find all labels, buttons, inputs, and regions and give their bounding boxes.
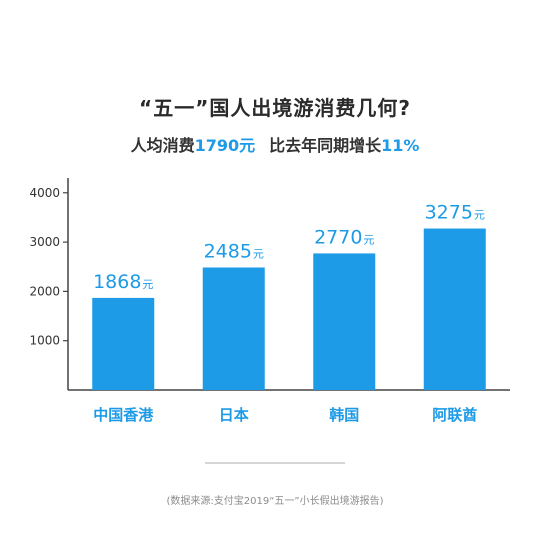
subtitle-growth-label: 比去年同期增长: [269, 136, 382, 155]
y-tick-label: 1000: [29, 334, 60, 348]
data-label-value: 2485: [204, 240, 252, 262]
bar: [313, 253, 376, 390]
data-label-value: 3275: [425, 202, 473, 224]
bar: [423, 228, 486, 390]
divider-line: [205, 462, 345, 464]
data-label: 3275元: [425, 202, 485, 224]
data-label-unit: 元: [142, 278, 153, 291]
category-label: 韩国: [329, 406, 359, 424]
subtitle-growth-value: 11%: [381, 136, 420, 155]
bar: [92, 297, 155, 390]
y-tick-label: 3000: [29, 235, 60, 249]
chart-subtitle: 人均消费1790元 比去年同期增长11%: [0, 132, 550, 156]
data-label-value: 2770: [314, 226, 362, 248]
data-label-unit: 元: [363, 233, 374, 246]
data-label: 1868元: [93, 271, 153, 293]
data-label: 2485元: [204, 240, 264, 262]
data-label-unit: 元: [474, 209, 485, 222]
category-label: 日本: [219, 406, 249, 424]
subtitle-per-capita-label: 人均消费: [130, 136, 195, 155]
data-label-unit: 元: [253, 247, 264, 260]
bar: [202, 267, 265, 390]
data-source-note: (数据来源:支付宝2019“五一”小长假出境游报告): [166, 496, 384, 507]
y-tick-label: 4000: [29, 186, 60, 200]
data-label-value: 1868: [93, 271, 141, 293]
category-label: 阿联酋: [432, 406, 477, 424]
data-label: 2770元: [314, 226, 374, 248]
y-tick-label: 2000: [29, 284, 60, 298]
subtitle-per-capita-value: 1790元: [194, 136, 256, 155]
category-label: 中国香港: [93, 406, 154, 424]
chart-title: “五一”国人出境游消费几何?: [139, 96, 411, 120]
